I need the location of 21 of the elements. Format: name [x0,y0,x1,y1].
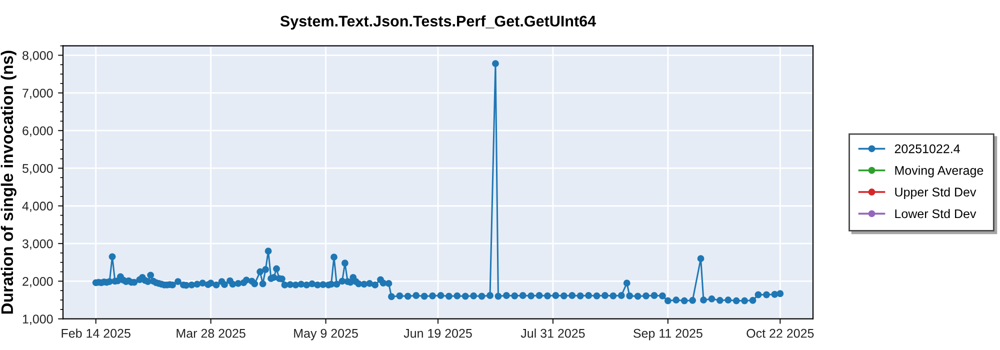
legend-label: Moving Average [895,166,984,178]
y-tick-label: 3,000 [22,239,53,250]
y-tick-label: 2,000 [22,276,53,288]
legend-label: 20251022.4 [894,144,960,154]
x-tick-label: Sep 11 2025 [634,328,702,340]
chart-title: System.Text.Json.Tests.Perf_Get.GetUInt64 [280,15,596,30]
legend-label: Upper Std Dev [895,187,976,199]
x-tick-label: Mar 28 2025 [176,328,246,338]
y-tick-label: 6,000 [22,126,53,137]
y-tick-label: 1,000 [22,314,53,325]
x-tick-label: Feb 14 2025 [62,328,130,338]
legend-label: Lower Std Dev [895,209,976,218]
x-tick-label: Jul 31 2025 [520,328,585,338]
y-tick-label: 7,000 [22,88,53,100]
x-tick-label: Oct 22 2025 [746,328,814,338]
x-tick-label: May 9 2025 [294,328,358,340]
y-axis-title: Duration of single invocation (ns) [0,50,16,314]
y-tick-label: 4,000 [22,202,53,212]
x-tick-label: Jun 19 2025 [404,328,472,338]
y-tick-label: 5,000 [22,164,53,174]
y-tick-label: 8,000 [22,51,53,62]
